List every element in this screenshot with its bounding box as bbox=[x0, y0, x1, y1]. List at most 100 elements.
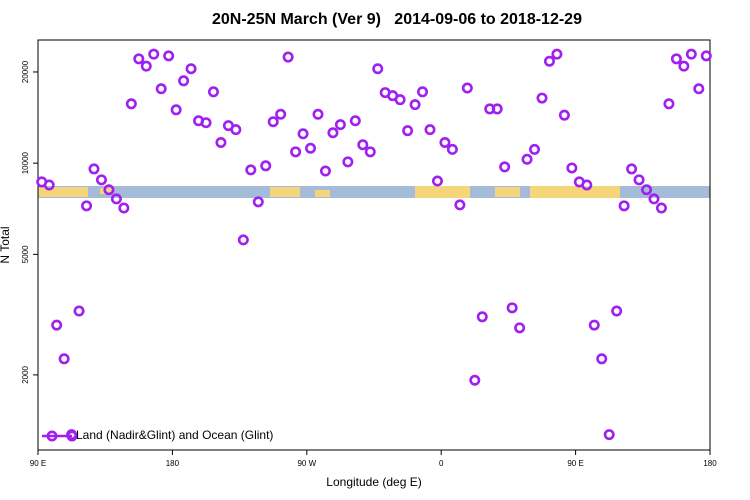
point bbox=[155, 83, 167, 95]
point bbox=[409, 99, 421, 111]
point bbox=[618, 200, 630, 212]
x-tick-label: 0 bbox=[439, 459, 444, 468]
point bbox=[319, 165, 331, 177]
point bbox=[558, 109, 570, 121]
point bbox=[394, 94, 406, 106]
point bbox=[334, 119, 346, 131]
point bbox=[230, 124, 242, 136]
y-tick-label: 5000 bbox=[21, 245, 30, 263]
y-tick-label: 20000 bbox=[21, 60, 30, 83]
point bbox=[252, 196, 264, 208]
point bbox=[424, 124, 436, 136]
plot-frame bbox=[37, 39, 711, 451]
point bbox=[349, 115, 361, 127]
point bbox=[431, 175, 443, 187]
point bbox=[163, 50, 175, 62]
point bbox=[260, 160, 272, 172]
point bbox=[454, 199, 466, 211]
point bbox=[185, 63, 197, 75]
x-tick-label: 180 bbox=[166, 459, 180, 468]
point bbox=[58, 353, 70, 365]
point bbox=[685, 48, 697, 60]
point bbox=[506, 302, 518, 314]
point bbox=[529, 143, 541, 155]
point bbox=[551, 48, 563, 60]
chart-title: 20N-25N March (Ver 9) 2014-09-06 to 2018… bbox=[212, 11, 582, 28]
point bbox=[641, 184, 653, 196]
point bbox=[536, 92, 548, 104]
point bbox=[678, 60, 690, 72]
point bbox=[417, 86, 429, 98]
y-tick-label: 10000 bbox=[21, 151, 30, 174]
point bbox=[439, 136, 451, 148]
y-tick-label: 2000 bbox=[21, 365, 30, 383]
point bbox=[611, 305, 623, 317]
point bbox=[633, 174, 645, 186]
point bbox=[372, 63, 384, 75]
point bbox=[312, 108, 324, 120]
point bbox=[588, 319, 600, 331]
point bbox=[43, 179, 55, 191]
point bbox=[626, 163, 638, 175]
point bbox=[693, 83, 705, 95]
point bbox=[200, 117, 212, 129]
point bbox=[327, 127, 339, 139]
point bbox=[446, 143, 458, 155]
point bbox=[103, 184, 115, 196]
point bbox=[543, 55, 555, 67]
point bbox=[566, 162, 578, 174]
point bbox=[581, 179, 593, 191]
point bbox=[237, 234, 249, 246]
point bbox=[499, 161, 511, 173]
point bbox=[514, 322, 526, 334]
point bbox=[215, 136, 227, 148]
legend-marker bbox=[66, 430, 78, 442]
point bbox=[655, 202, 667, 214]
point bbox=[133, 53, 145, 65]
point bbox=[364, 146, 376, 158]
point bbox=[118, 202, 130, 214]
point bbox=[140, 60, 152, 72]
legend-marker bbox=[46, 430, 58, 442]
point bbox=[305, 142, 317, 154]
point bbox=[245, 164, 257, 176]
x-tick-label: 90 W bbox=[297, 459, 316, 468]
point bbox=[110, 193, 122, 205]
x-tick-label: 90 E bbox=[30, 459, 46, 468]
point bbox=[95, 174, 107, 186]
point bbox=[461, 82, 473, 94]
x-axis-label: Longitude (deg E) bbox=[326, 475, 421, 489]
point bbox=[596, 353, 608, 365]
point bbox=[342, 156, 354, 168]
point bbox=[469, 374, 481, 386]
x-tick-label: 180 bbox=[703, 459, 717, 468]
point bbox=[81, 200, 93, 212]
point bbox=[357, 139, 369, 151]
point bbox=[125, 98, 137, 110]
point bbox=[88, 163, 100, 175]
point bbox=[648, 193, 660, 205]
point bbox=[700, 50, 712, 62]
point bbox=[178, 75, 190, 87]
point bbox=[148, 48, 160, 60]
point bbox=[603, 429, 615, 441]
point bbox=[267, 116, 279, 128]
point bbox=[73, 305, 85, 317]
point bbox=[476, 311, 488, 323]
x-tick-label: 90 E bbox=[567, 459, 583, 468]
point bbox=[170, 104, 182, 116]
point bbox=[282, 51, 294, 63]
point bbox=[275, 108, 287, 120]
point bbox=[207, 86, 219, 98]
y-axis-label: N Total bbox=[0, 226, 12, 263]
point bbox=[521, 153, 533, 165]
legend-label: Land (Nadir&Glint) and Ocean (Glint) bbox=[76, 428, 273, 442]
point bbox=[491, 103, 503, 115]
point bbox=[670, 53, 682, 65]
point bbox=[51, 319, 63, 331]
point bbox=[663, 98, 675, 110]
point bbox=[402, 125, 414, 137]
map-strip bbox=[38, 186, 710, 198]
point bbox=[290, 146, 302, 158]
